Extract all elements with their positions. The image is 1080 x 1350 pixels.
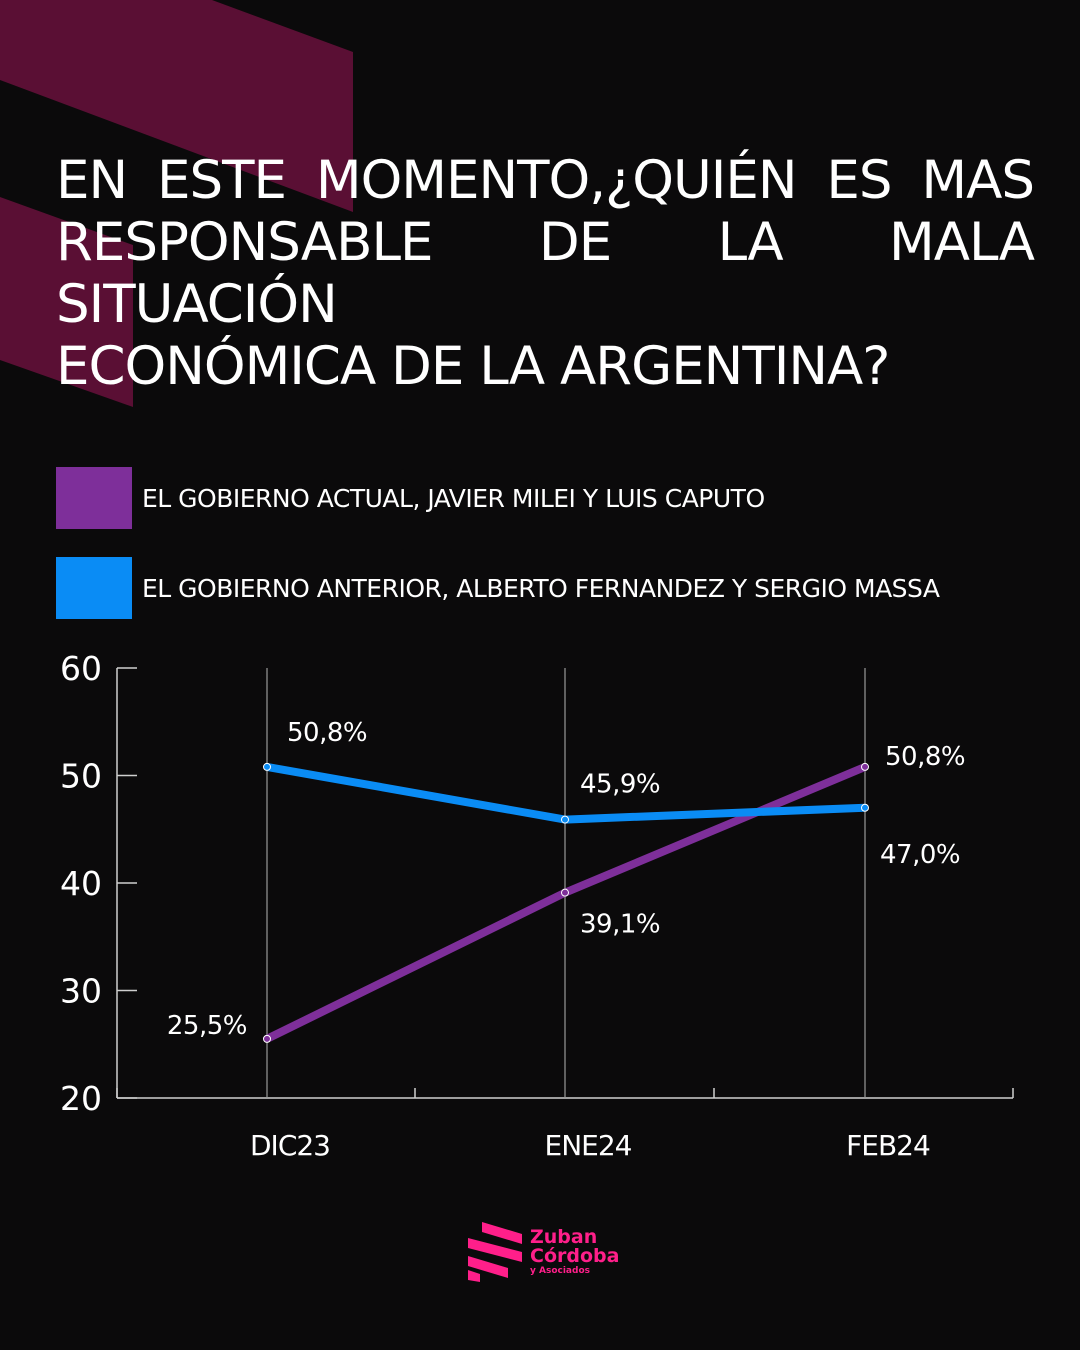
decor-band-bottom — [0, 197, 133, 407]
legend-swatch-blue — [56, 557, 132, 619]
y-tick-label: 20 — [60, 1079, 102, 1118]
data-point — [263, 762, 271, 771]
data-point — [861, 803, 869, 812]
legend-item-previous-government: EL GOBIERNO ANTERIOR, ALBERTO FERNANDEZ … — [56, 557, 940, 619]
legend-item-current-government: EL GOBIERNO ACTUAL, JAVIER MILEI Y LUIS … — [56, 467, 765, 529]
data-label: 25,5% — [167, 1011, 247, 1041]
decor-band-top — [0, 0, 353, 212]
y-tick-label: 60 — [60, 649, 102, 688]
title-line: RESPONSABLE DE LA MALA SITUACIÓN — [56, 212, 1035, 335]
legend-label: EL GOBIERNO ANTERIOR, ALBERTO FERNANDEZ … — [142, 573, 940, 603]
brand-logo: Zuban Córdoba y Asociados — [466, 1220, 619, 1284]
y-tick-label: 40 — [60, 864, 102, 903]
data-label: 50,8% — [885, 742, 965, 772]
chart-title: EN ESTE MOMENTO,¿QUIÉN ES MAS RESPONSABL… — [56, 150, 1035, 398]
y-tick-label: 50 — [60, 757, 102, 796]
data-label: 45,9% — [580, 770, 660, 800]
logo-mark-icon — [468, 1222, 522, 1282]
title-line: ECONÓMICA DE LA ARGENTINA? — [56, 336, 890, 397]
data-label: 47,0% — [880, 840, 960, 870]
data-point — [861, 762, 869, 771]
background-decor — [0, 0, 353, 407]
data-point — [263, 1034, 271, 1043]
x-tick-label: FEB24 — [846, 1129, 930, 1162]
data-point — [561, 888, 569, 897]
data-label: 39,1% — [580, 910, 660, 940]
line-chart: 20 30 40 50 60 DIC23 ENE24 FEB24 25,5% 39,1% 50,8%… — [60, 649, 1014, 1162]
legend-label: EL GOBIERNO ACTUAL, JAVIER MILEI Y LUIS … — [142, 483, 765, 513]
data-label: 50,8% — [287, 718, 367, 748]
logo-text: Córdoba — [530, 1245, 620, 1267]
x-tick-label: DIC23 — [250, 1129, 330, 1162]
title-line: EN ESTE MOMENTO,¿QUIÉN ES MAS — [56, 150, 1035, 211]
legend-swatch-purple — [56, 467, 132, 529]
data-point — [561, 815, 569, 824]
logo-text: Zuban — [530, 1226, 598, 1248]
y-tick-label: 30 — [60, 972, 102, 1011]
x-tick-label: ENE24 — [545, 1129, 632, 1162]
series-line — [266, 762, 866, 824]
logo-text: y Asociados — [530, 1266, 590, 1276]
